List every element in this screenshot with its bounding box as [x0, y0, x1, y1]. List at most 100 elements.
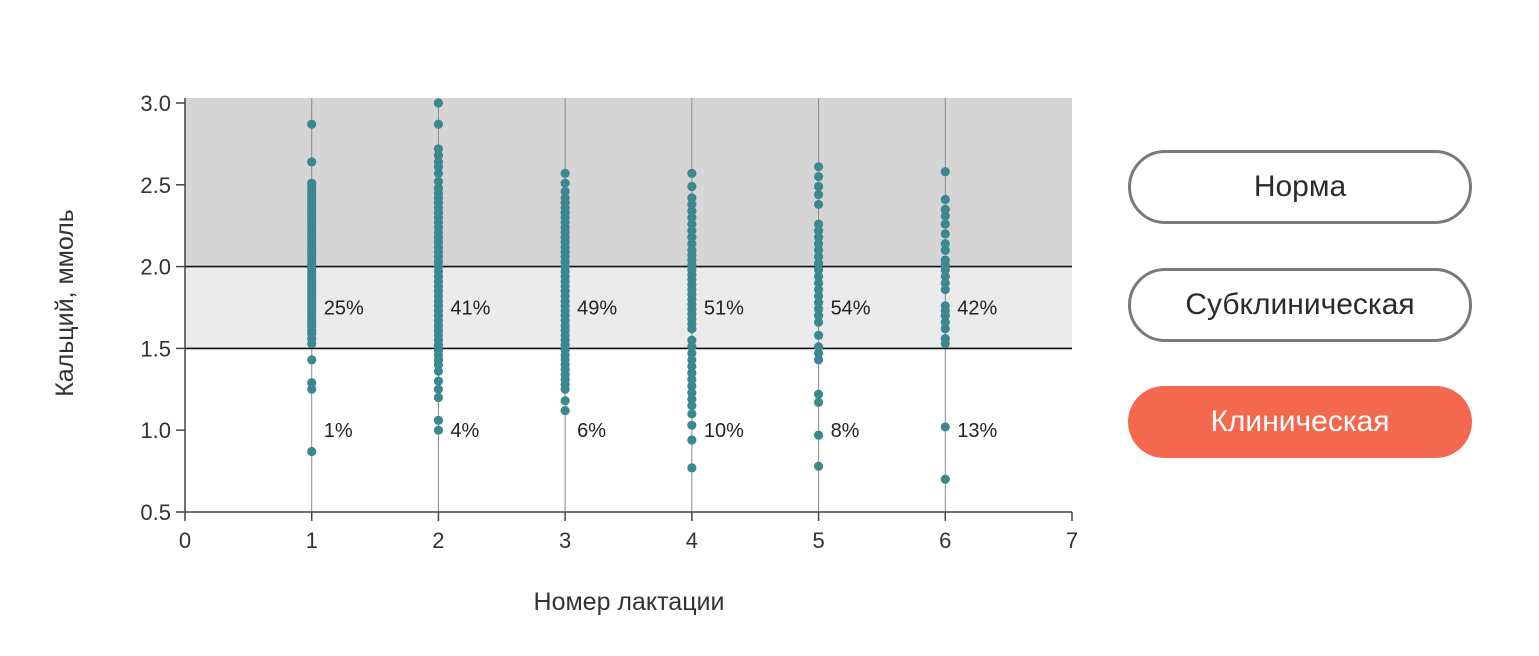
y-tick-label: 1.0 [140, 418, 171, 443]
data-point [687, 374, 697, 385]
data-point [813, 397, 824, 407]
data-point [813, 284, 824, 295]
data-point [813, 271, 824, 282]
data-point [813, 226, 824, 236]
data-point [940, 474, 950, 484]
data-point [813, 461, 824, 471]
data-point [813, 355, 824, 365]
data-point [813, 239, 824, 249]
subclinical-pct-label: 49% [577, 298, 617, 320]
data-point [433, 119, 444, 129]
data-point [433, 98, 444, 108]
data-point [687, 199, 697, 210]
data-point [813, 181, 824, 192]
data-point [433, 168, 444, 178]
data-point [940, 194, 950, 205]
data-point [687, 181, 697, 192]
data-point [433, 425, 444, 435]
data-point [813, 297, 824, 308]
y-tick-label: 1.5 [140, 336, 171, 361]
data-point [813, 317, 824, 327]
clinical-pct-label: 1% [324, 420, 353, 442]
data-point [687, 348, 697, 358]
data-point [940, 265, 950, 275]
subclinical-pct-label: 25% [324, 298, 364, 320]
x-tick-label: 0 [179, 528, 191, 553]
data-point [813, 304, 824, 314]
data-point [307, 338, 317, 349]
data-point [813, 430, 824, 440]
data-point [687, 232, 697, 242]
data-point [433, 384, 444, 394]
data-point [560, 178, 570, 188]
data-point [813, 219, 824, 229]
data-point [433, 415, 444, 425]
data-point [813, 232, 824, 242]
data-point [813, 258, 824, 268]
data-point [687, 168, 697, 178]
data-point [940, 167, 950, 177]
legend-button-norm[interactable]: Норма [1128, 150, 1472, 224]
data-point [687, 226, 697, 236]
data-point [307, 355, 317, 365]
legend-button-clinical[interactable]: Клиническая [1128, 386, 1472, 458]
data-point [940, 422, 950, 432]
data-point [940, 271, 950, 282]
data-point [687, 387, 697, 398]
data-point [687, 335, 697, 345]
data-point [940, 211, 950, 221]
subclinical-pct-label: 54% [831, 298, 871, 320]
data-point [307, 157, 317, 167]
data-point [813, 389, 824, 399]
x-tick-label: 7 [1066, 528, 1078, 553]
clinical-pct-label: 13% [957, 420, 997, 442]
data-point [433, 150, 444, 160]
legend: Норма Субклиническая Клиническая [1128, 150, 1474, 502]
data-point [433, 366, 444, 376]
data-point [687, 219, 697, 229]
data-point [687, 361, 697, 371]
data-point [307, 378, 317, 388]
data-point [813, 265, 824, 275]
data-point [813, 252, 824, 262]
data-point [433, 162, 444, 172]
data-point [687, 355, 697, 365]
legend-button-subclinical[interactable]: Субклиническая [1128, 268, 1472, 342]
data-point [307, 446, 317, 457]
data-point [433, 360, 444, 370]
subclinical-pct-label: 41% [450, 298, 490, 320]
data-point [433, 144, 444, 154]
data-point [433, 176, 444, 187]
data-point [940, 324, 950, 334]
x-tick-label: 4 [686, 528, 698, 553]
data-point [940, 239, 950, 249]
subclinical-pct-label: 42% [957, 298, 997, 320]
y-tick-label: 2.5 [140, 173, 171, 198]
data-point [687, 409, 697, 419]
data-point [687, 394, 697, 404]
data-points [307, 98, 950, 484]
data-point [307, 119, 317, 129]
data-point [433, 376, 444, 386]
zone-band-2 [185, 348, 1072, 512]
data-point [813, 172, 824, 182]
subclinical-pct-label: 51% [704, 298, 744, 320]
data-point [813, 311, 824, 321]
data-point [307, 384, 317, 394]
y-axis-title: Кальций, ммоль [51, 209, 79, 397]
clinical-pct-label: 6% [577, 420, 606, 442]
zone-band-0 [185, 98, 1072, 267]
x-tick-label: 6 [939, 528, 951, 553]
data-point [687, 381, 697, 391]
data-point [560, 405, 570, 416]
data-point [560, 168, 570, 178]
data-point [813, 190, 824, 200]
data-point [687, 342, 697, 352]
data-point [940, 311, 950, 321]
data-point [687, 324, 697, 334]
y-tick-label: 0.5 [140, 500, 171, 525]
data-point [940, 278, 950, 288]
data-point [560, 186, 570, 196]
y-tick-label: 3.0 [140, 91, 171, 116]
data-point [560, 396, 570, 406]
